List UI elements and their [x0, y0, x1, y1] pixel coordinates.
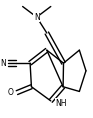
Text: N: N — [0, 59, 6, 68]
Text: NH: NH — [55, 99, 67, 108]
Text: N: N — [34, 13, 40, 22]
Text: O: O — [8, 88, 13, 97]
